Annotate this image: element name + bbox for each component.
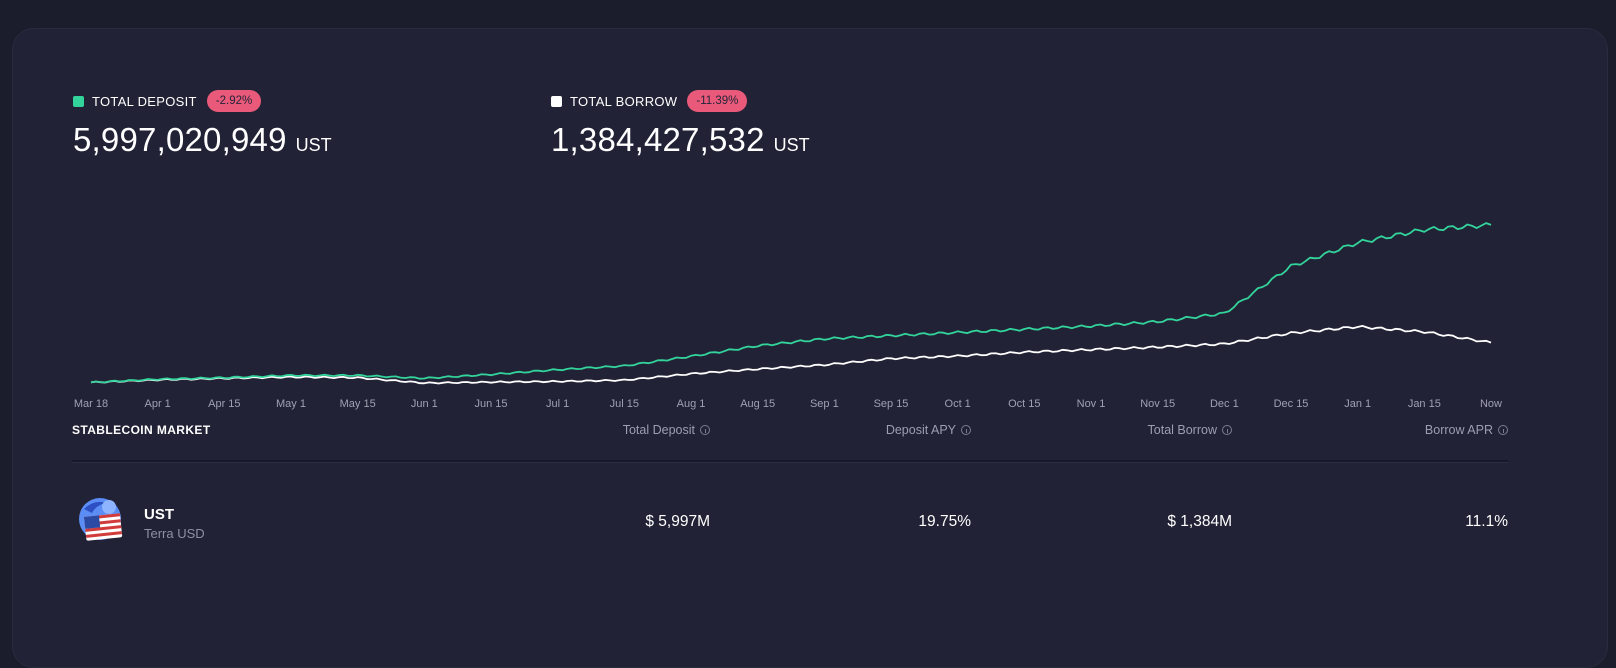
- info-icon[interactable]: [1222, 425, 1232, 435]
- x-tick-label: Apr 1: [144, 398, 171, 410]
- x-tick-label: Oct 1: [944, 398, 971, 410]
- x-tick-label: Nov 15: [1140, 398, 1176, 410]
- x-tick-label: Aug 15: [740, 398, 776, 410]
- series-line-total-borrow: [90, 325, 1492, 385]
- header-deposit-apy[interactable]: Deposit APY: [886, 423, 971, 437]
- x-tick-label: Now: [1479, 398, 1503, 410]
- header-total-deposit-label: Total Deposit: [622, 423, 695, 437]
- deposit-borrow-chart[interactable]: Mar 18 Apr 1 Apr 15 May 1 May 15 Jun 1 Jun 15 J…: [71, 199, 1571, 419]
- borrow-legend-swatch: [551, 95, 562, 107]
- borrow-change-badge: -11.39%: [687, 90, 748, 112]
- header-deposit-apy-label: Deposit APY: [885, 423, 956, 437]
- x-tick-label: Dec 1: [1209, 398, 1239, 410]
- coin-name: Terra USD: [144, 526, 205, 541]
- chart-plot: [90, 222, 1492, 385]
- market-table-header: STABLECOIN MARKET Total Deposit Deposit …: [72, 423, 1508, 443]
- x-tick-label: May 1: [276, 398, 306, 410]
- header-stablecoin-market: STABLECOIN MARKET: [72, 423, 211, 437]
- x-tick-label: May 15: [339, 398, 376, 410]
- x-tick-label: Jan 1: [1344, 398, 1372, 410]
- total-borrow-label: TOTAL BORROW: [570, 93, 678, 109]
- x-tick-label: Oct 15: [1008, 398, 1041, 410]
- total-borrow-value: 1,384,427,532: [551, 121, 765, 158]
- series-line-total-deposit: [90, 222, 1492, 384]
- x-tick-label: Sep 15: [873, 398, 909, 410]
- info-icon[interactable]: [961, 425, 971, 435]
- market-overview-card: TOTAL DEPOSIT -2.92% 5,997,020,949 UST T…: [12, 28, 1608, 668]
- x-tick-label: Sep 1: [809, 398, 839, 410]
- x-tick-label: Mar 18: [73, 398, 109, 410]
- header-borrow-apr-label: Borrow APR: [1424, 423, 1493, 437]
- x-tick-label: Jul 1: [546, 398, 570, 410]
- x-tick-label: Jan 15: [1407, 398, 1441, 410]
- header-total-borrow[interactable]: Total Borrow: [1148, 423, 1232, 437]
- total-deposit-value: 5,997,020,949: [73, 121, 287, 158]
- cell-deposit-apy: 19.75%: [918, 513, 971, 530]
- info-icon[interactable]: [700, 425, 710, 435]
- table-row[interactable]: UST Terra USD $ 5,997M 19.75% $ 1,384M 1…: [72, 497, 1508, 547]
- header-borrow-apr[interactable]: Borrow APR: [1425, 423, 1508, 437]
- deposit-legend-swatch: [73, 95, 84, 107]
- x-tick-label: Jun 15: [474, 398, 508, 410]
- x-tick-label: Aug 1: [676, 398, 706, 410]
- x-tick-label: Jun 1: [410, 398, 438, 410]
- x-tick-label: Apr 15: [208, 398, 241, 410]
- total-deposit-stat: TOTAL DEPOSIT -2.92% 5,997,020,949 UST: [73, 89, 332, 159]
- table-divider: [72, 460, 1508, 463]
- cell-borrow-apr: 11.1%: [1465, 513, 1508, 530]
- header-total-deposit[interactable]: Total Deposit: [623, 423, 710, 437]
- total-borrow-stat: TOTAL BORROW -11.39% 1,384,427,532 UST: [551, 89, 810, 159]
- coin-symbol: UST: [144, 506, 174, 523]
- cell-total-deposit: $ 5,997M: [645, 513, 710, 530]
- header-total-borrow-label: Total Borrow: [1147, 423, 1217, 437]
- total-borrow-unit: UST: [773, 135, 810, 155]
- x-tick-label: Jul 15: [609, 398, 640, 410]
- x-tick-label: Dec 15: [1273, 398, 1309, 410]
- cell-total-borrow: $ 1,384M: [1167, 513, 1232, 530]
- deposit-change-badge: -2.92%: [206, 90, 262, 112]
- total-deposit-label: TOTAL DEPOSIT: [92, 93, 197, 109]
- info-icon[interactable]: [1498, 425, 1508, 435]
- total-deposit-unit: UST: [295, 135, 332, 155]
- terra-usd-logo-icon: [79, 498, 123, 541]
- x-tick-label: Nov 1: [1076, 398, 1106, 410]
